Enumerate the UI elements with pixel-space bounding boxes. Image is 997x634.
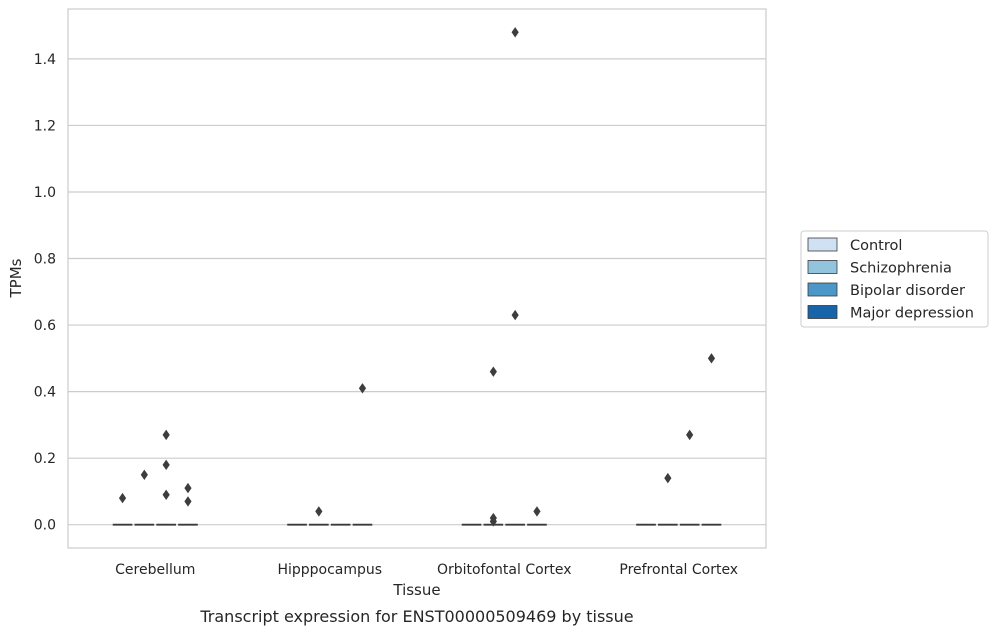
grid-lines — [68, 58, 766, 526]
y-tick-labels: 0.0 0.2 0.4 0.6 0.8 1.0 1.2 1.4 — [34, 52, 56, 534]
outlier-point — [686, 429, 694, 441]
x-axis-label: Tissue — [392, 581, 440, 599]
chart-caption: Transcript expression for ENST0000050946… — [199, 607, 633, 626]
outlier-point — [489, 516, 497, 527]
legend-swatch — [807, 282, 838, 297]
outlier-point — [533, 506, 541, 517]
outlier-point — [707, 353, 716, 364]
outlier-points — [118, 27, 716, 527]
legend: Control Schizophrenia Bipolar disorder Majo… — [800, 230, 989, 328]
legend-label: Schizophrenia — [850, 261, 952, 277]
outlier-point — [489, 366, 497, 377]
legend-swatch — [807, 260, 838, 274]
outlier-point — [358, 383, 367, 394]
y-tick-label: 0.0 — [34, 518, 56, 534]
y-tick-label: 1.4 — [34, 52, 56, 68]
x-tick-label: Prefrontal Cortex — [619, 562, 738, 578]
legend-label: Major depression — [850, 306, 974, 322]
y-tick-label: 0.6 — [34, 318, 56, 334]
legend-swatch — [807, 305, 838, 319]
outlier-point — [162, 489, 170, 500]
y-tick-label: 1.0 — [34, 185, 56, 201]
y-tick-label: 0.8 — [34, 252, 56, 268]
outlier-point — [140, 469, 148, 481]
y-axis-label: TPMs — [7, 258, 25, 298]
x-tick-label: Cerebellum — [115, 562, 195, 578]
outlier-point — [511, 27, 519, 38]
outlier-point — [184, 482, 192, 494]
legend-frame — [800, 230, 989, 328]
plot-frame — [67, 8, 767, 549]
outlier-point — [664, 472, 672, 484]
y-tick-label: 0.2 — [34, 451, 56, 467]
outlier-point — [511, 309, 519, 321]
x-tick-label: Orbitofontal Cortex — [437, 562, 572, 578]
outlier-point — [162, 459, 170, 471]
outlier-point — [162, 429, 170, 441]
legend-label: Control — [850, 238, 902, 254]
x-tick-label: Hipppocampus — [277, 562, 382, 578]
legend-label: Bipolar disorder — [850, 283, 965, 299]
legend-swatch — [807, 237, 838, 252]
x-tick-labels: Cerebellum Hipppocampus Orbitofontal Corte… — [115, 562, 738, 578]
y-tick-label: 0.4 — [34, 385, 56, 401]
outlier-point — [118, 492, 127, 504]
outlier-point — [184, 496, 192, 507]
outlier-point — [315, 506, 323, 517]
y-tick-label: 1.2 — [34, 118, 56, 134]
